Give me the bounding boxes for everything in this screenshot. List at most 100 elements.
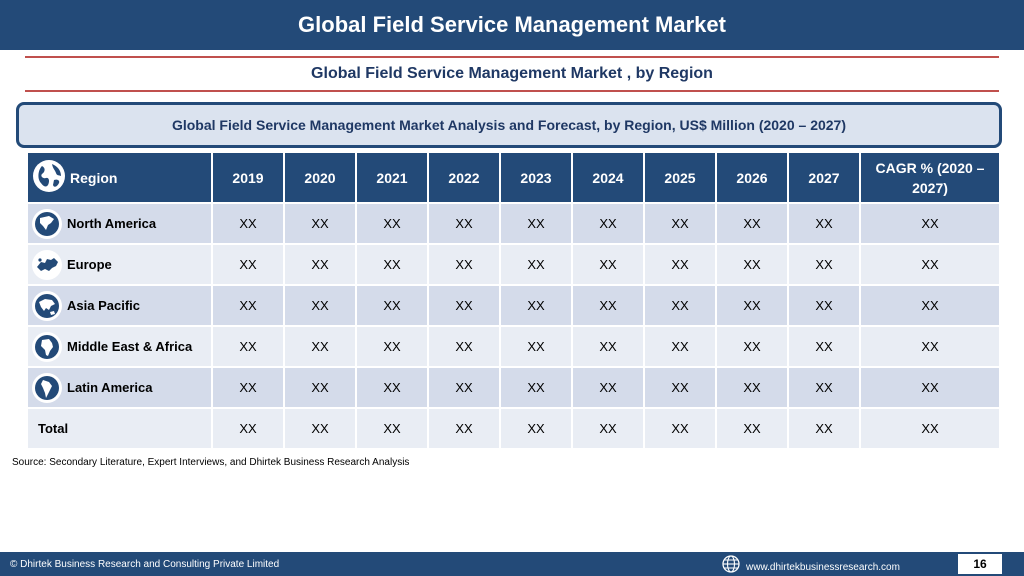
region-cell: Europe — [26, 243, 213, 286]
region-name: North America — [67, 216, 157, 231]
source-note: Source: Secondary Literature, Expert Int… — [12, 457, 410, 468]
value-cell: XX — [643, 325, 717, 368]
value-cell: XX — [571, 243, 645, 286]
table-header-row: Region 2019 2020 2021 2022 2023 2024 202… — [26, 151, 1001, 204]
value-cell: XX — [283, 284, 357, 327]
year-header: 2025 — [643, 151, 717, 204]
top-divider — [25, 56, 999, 58]
table-row: Latin America XX XX XX XX XX XX XX XX XX… — [26, 366, 1001, 409]
table-row: Europe XX XX XX XX XX XX XX XX XX XX — [26, 243, 1001, 286]
value-cell: XX — [571, 325, 645, 368]
region-name: Middle East & Africa — [67, 339, 193, 354]
value-cell: XX — [499, 284, 573, 327]
region-cell: North America — [26, 202, 213, 245]
value-cell: XX — [643, 243, 717, 286]
year-header: 2023 — [499, 151, 573, 204]
value-cell: XX — [211, 325, 285, 368]
asia-pacific-map-icon — [32, 290, 62, 321]
year-header: 2024 — [571, 151, 645, 204]
value-cell: XX — [427, 325, 501, 368]
title-bar: Global Field Service Management Market — [0, 0, 1024, 50]
value-cell: XX — [499, 202, 573, 245]
region-name: Latin America — [67, 380, 153, 395]
value-cell: XX — [571, 407, 645, 450]
value-cell: XX — [499, 325, 573, 368]
year-header: 2019 — [211, 151, 285, 204]
value-cell: XX — [643, 407, 717, 450]
year-header: 2027 — [787, 151, 861, 204]
year-header: 2026 — [715, 151, 789, 204]
value-cell: XX — [355, 243, 429, 286]
cagr-cell: XX — [859, 284, 1001, 327]
cagr-cell: XX — [859, 202, 1001, 245]
cagr-column-header: CAGR % (2020 – 2027) — [859, 151, 1001, 204]
total-row: Total XX XX XX XX XX XX XX XX XX XX — [26, 407, 1001, 450]
value-cell: XX — [787, 407, 861, 450]
value-cell: XX — [427, 407, 501, 450]
table-row: Middle East & Africa XX XX XX XX XX XX X… — [26, 325, 1001, 368]
region-header-label: Region — [70, 169, 118, 186]
globe-icon — [722, 555, 740, 576]
page-title: Global Field Service Management Market — [298, 12, 726, 37]
cagr-cell: XX — [859, 366, 1001, 409]
value-cell: XX — [355, 284, 429, 327]
africa-map-icon — [32, 331, 62, 362]
value-cell: XX — [715, 243, 789, 286]
table-caption: Global Field Service Management Market A… — [171, 117, 847, 133]
value-cell: XX — [787, 284, 861, 327]
table-row: North America XX XX XX XX XX XX XX XX XX… — [26, 202, 1001, 245]
value-cell: XX — [211, 284, 285, 327]
value-cell: XX — [283, 243, 357, 286]
region-market-table: Region 2019 2020 2021 2022 2023 2024 202… — [26, 151, 1001, 450]
value-cell: XX — [427, 366, 501, 409]
value-cell: XX — [715, 407, 789, 450]
total-label: Total — [26, 407, 213, 450]
region-cell: Middle East & Africa — [26, 325, 213, 368]
region-cell: Asia Pacific — [26, 284, 213, 327]
value-cell: XX — [427, 284, 501, 327]
region-column-header: Region — [26, 151, 213, 204]
value-cell: XX — [787, 325, 861, 368]
value-cell: XX — [499, 243, 573, 286]
value-cell: XX — [787, 243, 861, 286]
value-cell: XX — [211, 407, 285, 450]
cagr-header-line2: 2027) — [912, 179, 948, 196]
value-cell: XX — [499, 366, 573, 409]
page-number: 16 — [958, 554, 1002, 574]
bottom-divider — [25, 90, 999, 92]
section-subtitle: Global Field Service Management Market ,… — [311, 65, 713, 82]
region-name: Asia Pacific — [67, 298, 140, 313]
value-cell: XX — [355, 407, 429, 450]
region-name: Europe — [67, 257, 112, 272]
value-cell: XX — [571, 284, 645, 327]
value-cell: XX — [715, 366, 789, 409]
value-cell: XX — [715, 325, 789, 368]
value-cell: XX — [787, 202, 861, 245]
table-row: Asia Pacific XX XX XX XX XX XX XX XX XX … — [26, 284, 1001, 327]
value-cell: XX — [427, 243, 501, 286]
copyright-text: © Dhirtek Business Research and Consulti… — [10, 559, 280, 570]
footer-bar: © Dhirtek Business Research and Consulti… — [0, 552, 1024, 576]
value-cell: XX — [787, 366, 861, 409]
value-cell: XX — [283, 407, 357, 450]
cagr-cell: XX — [859, 243, 1001, 286]
value-cell: XX — [355, 366, 429, 409]
cagr-cell: XX — [859, 325, 1001, 368]
table-caption-banner: Global Field Service Management Market A… — [16, 102, 1002, 148]
value-cell: XX — [715, 284, 789, 327]
value-cell: XX — [427, 202, 501, 245]
cagr-cell: XX — [859, 407, 1001, 450]
website-link[interactable]: www.dhirtekbusinessresearch.com — [722, 555, 900, 576]
value-cell: XX — [643, 366, 717, 409]
value-cell: XX — [355, 325, 429, 368]
value-cell: XX — [211, 202, 285, 245]
value-cell: XX — [283, 202, 357, 245]
year-header: 2021 — [355, 151, 429, 204]
year-header: 2020 — [283, 151, 357, 204]
latin-america-map-icon — [32, 372, 62, 403]
value-cell: XX — [499, 407, 573, 450]
value-cell: XX — [283, 366, 357, 409]
north-america-map-icon — [32, 208, 62, 239]
value-cell: XX — [283, 325, 357, 368]
value-cell: XX — [571, 366, 645, 409]
